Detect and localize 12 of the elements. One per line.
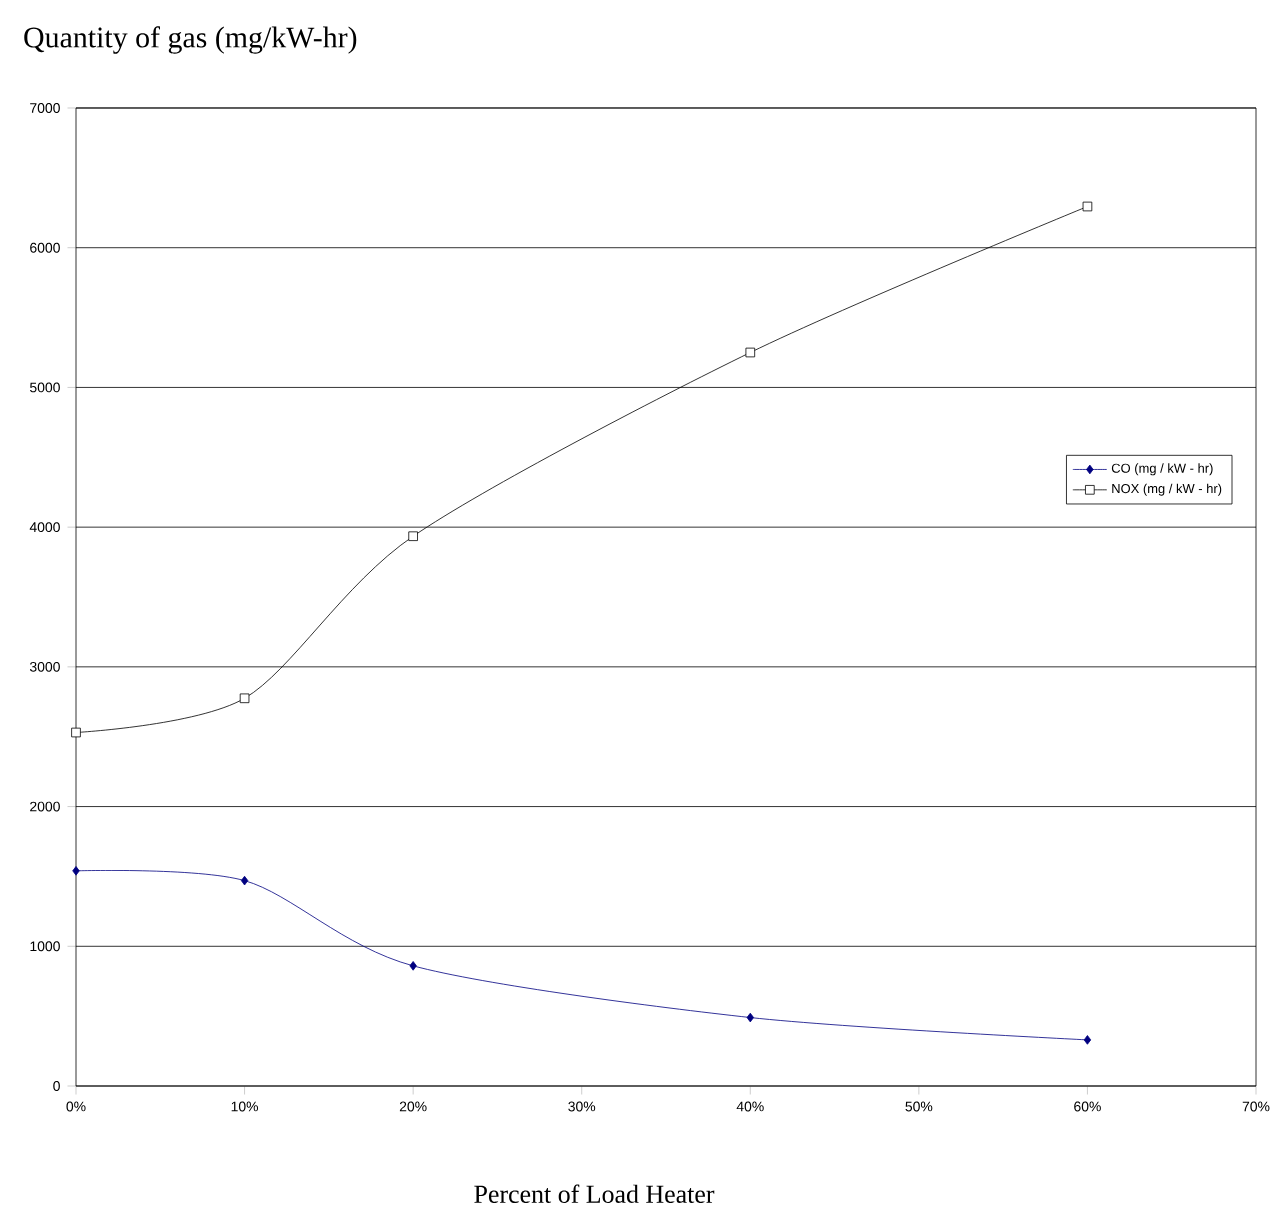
point bbox=[745, 347, 756, 358]
point bbox=[409, 961, 417, 971]
point bbox=[1082, 201, 1093, 212]
point bbox=[408, 531, 418, 541]
point bbox=[240, 875, 249, 886]
x-axis-title: Percent of Load Heater bbox=[474, 1184, 715, 1203]
point bbox=[746, 1012, 754, 1023]
point bbox=[239, 693, 250, 704]
point bbox=[72, 866, 80, 876]
chart-title: Quantity of gas (mg/kW-hr) bbox=[24, 26, 357, 54]
point bbox=[71, 727, 81, 738]
point bbox=[1083, 1035, 1092, 1045]
